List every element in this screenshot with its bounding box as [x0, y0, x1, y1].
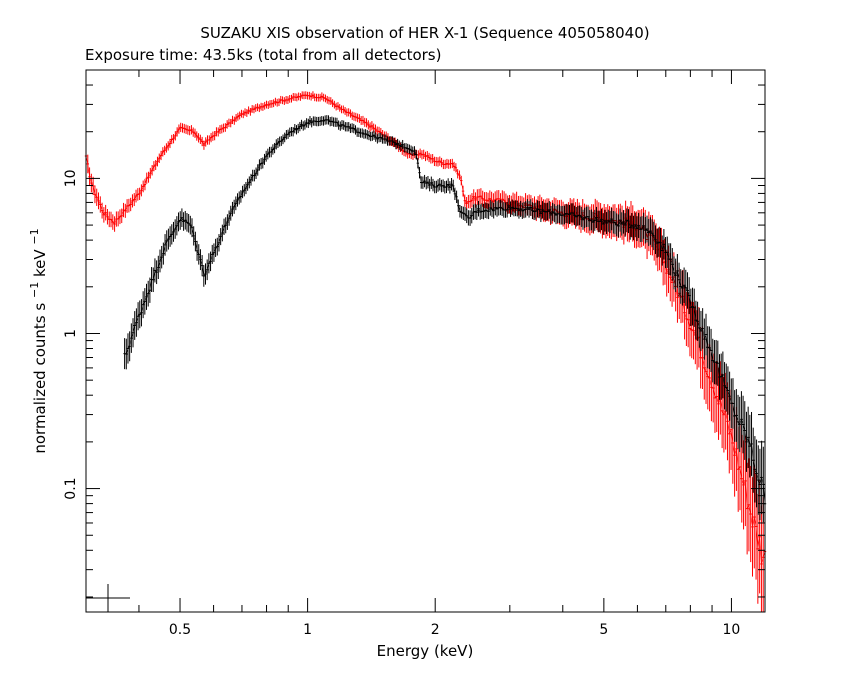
- y-tick-label: 10: [63, 169, 79, 187]
- x-tick-label: 1: [303, 622, 312, 638]
- plot-frame: [85, 69, 766, 613]
- y-tick-label: 0.1: [63, 477, 79, 499]
- y-tick-label: 1: [63, 329, 79, 338]
- y-axis-label-exp-1: −1: [28, 282, 41, 298]
- y-axis: 0.1 1 10: [63, 69, 765, 598]
- series-1: [84, 91, 767, 612]
- x-tick-label: 2: [431, 622, 440, 638]
- chart-title: SUZAKU XIS observation of HER X-1 (Seque…: [200, 24, 649, 42]
- y-axis-label-main: normalized counts s: [31, 303, 49, 454]
- y-axis-label-mid: keV: [31, 249, 49, 277]
- y-axis-label: normalized counts s −1 keV −1: [24, 228, 49, 453]
- resolution-marker: [86, 584, 130, 612]
- series-1-trace: [85, 94, 766, 565]
- x-tick-label: 0.5: [169, 622, 191, 638]
- series-2-trace: [124, 119, 766, 504]
- x-axis: 0.5 1 2 5 10: [85, 70, 741, 638]
- chart-subtitle: Exposure time: 43.5ks (total from all de…: [85, 46, 441, 64]
- x-axis-label: Energy (keV): [377, 642, 474, 660]
- y-axis-label-exp-2: −1: [28, 228, 41, 244]
- plot-area: [84, 91, 767, 612]
- x-tick-label: 10: [723, 622, 741, 638]
- x-tick-label: 5: [599, 622, 608, 638]
- series-2: [123, 115, 767, 543]
